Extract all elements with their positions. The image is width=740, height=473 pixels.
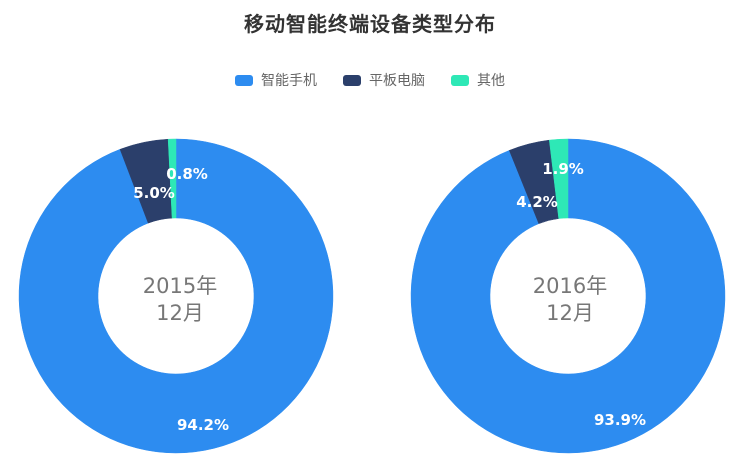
donut-segment-other[interactable]	[167, 138, 177, 219]
center-label-2016-year: 2016年	[533, 274, 607, 298]
label-2016-tablet: 4.2%	[516, 193, 558, 211]
legend-label-other: 其他	[477, 73, 505, 89]
legend: 智能手机 平板电脑 其他	[0, 70, 740, 90]
center-label-2015-month: 12月	[156, 301, 204, 325]
label-2016-phone: 93.9%	[594, 411, 646, 429]
center-label-2016-month: 12月	[546, 301, 594, 325]
chart-title: 移动智能终端设备类型分布	[244, 12, 496, 36]
legend-swatch-smartphone	[235, 74, 253, 86]
donut-segment-other[interactable]	[549, 138, 569, 219]
legend-swatch-tablet	[343, 74, 361, 86]
legend-label-tablet: 平板电脑	[369, 73, 425, 89]
label-2015-other: 0.8%	[166, 165, 208, 183]
label-2015-phone: 94.2%	[177, 416, 229, 434]
label-2015-tablet: 5.0%	[133, 184, 175, 202]
legend-item-tablet[interactable]: 平板电脑	[343, 70, 425, 90]
donut-chart-2015	[18, 138, 334, 454]
donut-segment-smartphone[interactable]	[410, 138, 726, 454]
label-2016-other: 1.9%	[542, 160, 584, 178]
legend-item-other[interactable]: 其他	[451, 70, 505, 90]
legend-item-smartphone[interactable]: 智能手机	[235, 70, 317, 90]
center-label-2015-year: 2015年	[143, 274, 217, 298]
donut-segment-smartphone[interactable]	[18, 138, 334, 454]
legend-label-smartphone: 智能手机	[261, 73, 317, 89]
donut-chart-2016	[410, 138, 726, 454]
legend-swatch-other	[451, 74, 469, 86]
